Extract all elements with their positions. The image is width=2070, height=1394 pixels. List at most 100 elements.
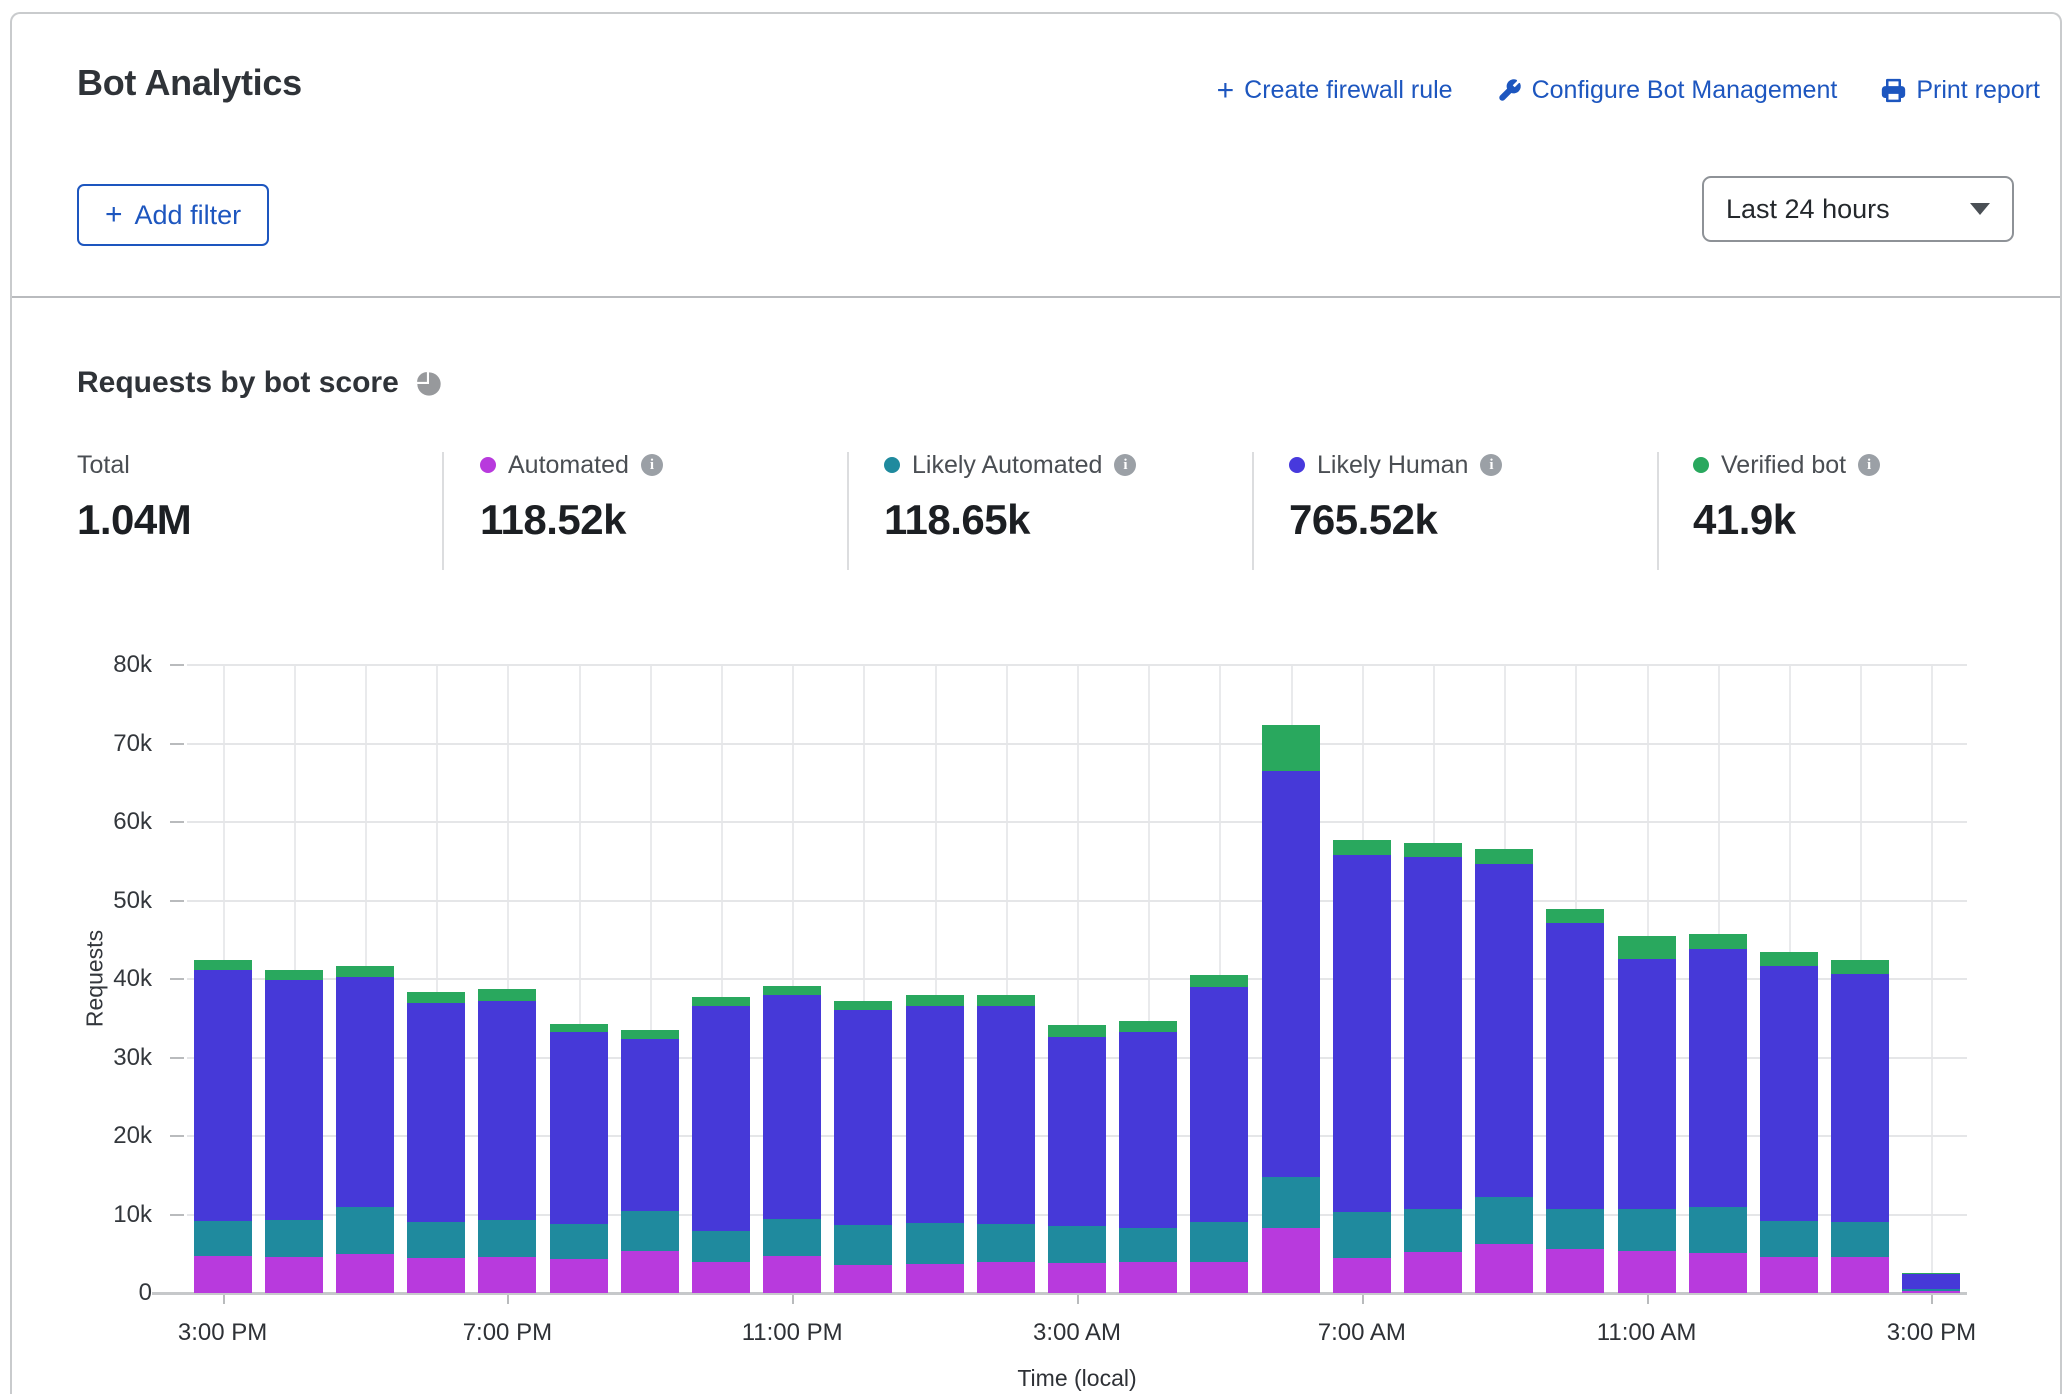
bar-segment-likely-human-8-00-am-17[interactable] [1404,857,1462,1209]
bar-segment-likely-human-6-00-pm-3[interactable] [407,1003,465,1222]
bar-segment-likely-automated-6-00-am-15[interactable] [1262,1177,1320,1228]
bar-segment-likely-automated-5-00-pm-2[interactable] [336,1207,394,1254]
bar-segment-likely-automated-3-00-am-12[interactable] [1048,1226,1106,1263]
bar-segment-likely-human-11-00-pm-8[interactable] [763,995,821,1220]
bar-segment-automated-11-00-pm-8[interactable] [763,1256,821,1293]
bar-segment-likely-human-11-00-am-20[interactable] [1618,959,1676,1209]
bar-segment-automated-7-00-am-16[interactable] [1333,1258,1391,1293]
bar-segment-verified-bot-6-00-am-15[interactable] [1262,725,1320,771]
bar-segment-automated-10-00-pm-7[interactable] [692,1262,750,1293]
bar-segment-verified-bot-12-00-pm-21[interactable] [1689,934,1747,949]
bar-segment-likely-automated-1-00-pm-22[interactable] [1760,1221,1818,1257]
bar-segment-verified-bot-9-00-am-18[interactable] [1475,849,1533,863]
bar-segment-automated-1-00-am-10[interactable] [906,1264,964,1293]
bar-segment-likely-automated-10-00-am-19[interactable] [1546,1209,1604,1249]
bar-segment-automated-2-00-am-11[interactable] [977,1262,1035,1293]
bar-segment-automated-8-00-pm-5[interactable] [550,1259,608,1293]
bar-segment-automated-6-00-am-15[interactable] [1262,1228,1320,1293]
bar-segment-verified-bot-4-00-pm-1[interactable] [265,970,323,980]
bar-segment-automated-7-00-pm-4[interactable] [478,1257,536,1293]
bar-segment-likely-human-1-00-am-10[interactable] [906,1006,964,1223]
bar-segment-verified-bot-2-00-pm-23[interactable] [1831,960,1889,974]
bar-segment-likely-human-12-00-pm-21[interactable] [1689,949,1747,1206]
bar-segment-verified-bot-8-00-am-17[interactable] [1404,843,1462,856]
bar-segment-verified-bot-6-00-pm-3[interactable] [407,992,465,1004]
bar-segment-likely-automated-3-00-pm-24[interactable] [1902,1289,1960,1291]
bar-segment-verified-bot-10-00-am-19[interactable] [1546,909,1604,923]
bar-segment-likely-automated-6-00-pm-3[interactable] [407,1222,465,1258]
bar-segment-verified-bot-7-00-am-16[interactable] [1333,840,1391,855]
bar-segment-automated-2-00-pm-23[interactable] [1831,1257,1889,1293]
bar-segment-likely-human-2-00-am-11[interactable] [977,1006,1035,1223]
bar-segment-automated-6-00-pm-3[interactable] [407,1258,465,1293]
bar-segment-likely-human-6-00-am-15[interactable] [1262,771,1320,1177]
bar-segment-automated-3-00-pm-24[interactable] [1902,1291,1960,1293]
bar-segment-verified-bot-8-00-pm-5[interactable] [550,1024,608,1033]
bar-segment-automated-3-00-am-12[interactable] [1048,1263,1106,1293]
bar-segment-likely-automated-10-00-pm-7[interactable] [692,1231,750,1262]
bar-segment-likely-automated-9-00-am-18[interactable] [1475,1197,1533,1243]
bar-segment-likely-automated-1-00-am-10[interactable] [906,1223,964,1264]
bar-segment-likely-human-3-00-pm-0[interactable] [194,970,252,1220]
bar-segment-likely-automated-4-00-pm-1[interactable] [265,1220,323,1257]
bar-segment-verified-bot-5-00-am-14[interactable] [1190,975,1248,987]
bar-segment-likely-human-10-00-am-19[interactable] [1546,923,1604,1209]
bar-segment-likely-human-5-00-pm-2[interactable] [336,977,394,1206]
bar-segment-verified-bot-7-00-pm-4[interactable] [478,989,536,1001]
bar-segment-automated-10-00-am-19[interactable] [1546,1249,1604,1293]
bar-segment-likely-automated-3-00-pm-0[interactable] [194,1221,252,1256]
bar-segment-verified-bot-11-00-am-20[interactable] [1618,936,1676,959]
bar-segment-automated-12-00-pm-21[interactable] [1689,1253,1747,1293]
bar-segment-likely-human-7-00-am-16[interactable] [1333,855,1391,1212]
bar-segment-verified-bot-11-00-pm-8[interactable] [763,986,821,995]
bar-segment-likely-automated-11-00-pm-8[interactable] [763,1219,821,1256]
bar-segment-likely-human-7-00-pm-4[interactable] [478,1001,536,1220]
bar-segment-likely-human-10-00-pm-7[interactable] [692,1006,750,1231]
bar-segment-verified-bot-1-00-pm-22[interactable] [1760,952,1818,966]
bar-segment-likely-human-3-00-pm-24[interactable] [1902,1274,1960,1289]
bar-segment-verified-bot-3-00-pm-0[interactable] [194,960,252,970]
bar-segment-likely-human-9-00-pm-6[interactable] [621,1039,679,1211]
bar-segment-automated-8-00-am-17[interactable] [1404,1252,1462,1293]
bar-segment-verified-bot-5-00-pm-2[interactable] [336,966,394,978]
bar-segment-likely-automated-4-00-am-13[interactable] [1119,1228,1177,1263]
bar-segment-verified-bot-2-00-am-11[interactable] [977,995,1035,1006]
bar-segment-automated-5-00-pm-2[interactable] [336,1254,394,1293]
bar-segment-automated-5-00-am-14[interactable] [1190,1262,1248,1293]
bar-segment-likely-automated-8-00-am-17[interactable] [1404,1209,1462,1252]
bar-segment-likely-human-1-00-pm-22[interactable] [1760,966,1818,1220]
bar-segment-likely-automated-11-00-am-20[interactable] [1618,1209,1676,1251]
bar-segment-verified-bot-12-00-am-9[interactable] [834,1001,892,1010]
bar-segment-likely-human-4-00-am-13[interactable] [1119,1032,1177,1227]
bar-segment-likely-human-4-00-pm-1[interactable] [265,980,323,1220]
bar-segment-automated-4-00-am-13[interactable] [1119,1262,1177,1293]
bar-segment-automated-12-00-am-9[interactable] [834,1265,892,1293]
bar-segment-automated-9-00-pm-6[interactable] [621,1251,679,1293]
bar-segment-verified-bot-4-00-am-13[interactable] [1119,1021,1177,1033]
bar-segment-likely-human-8-00-pm-5[interactable] [550,1032,608,1224]
bar-segment-likely-automated-5-00-am-14[interactable] [1190,1222,1248,1261]
bar-segment-likely-automated-7-00-pm-4[interactable] [478,1220,536,1257]
bar-segment-likely-automated-7-00-am-16[interactable] [1333,1212,1391,1258]
bar-segment-likely-automated-2-00-pm-23[interactable] [1831,1222,1889,1257]
bar-segment-likely-automated-12-00-pm-21[interactable] [1689,1207,1747,1253]
bar-segment-likely-human-9-00-am-18[interactable] [1475,864,1533,1198]
bar-segment-likely-automated-8-00-pm-5[interactable] [550,1224,608,1259]
bar-segment-likely-human-2-00-pm-23[interactable] [1831,974,1889,1222]
bar-segment-likely-human-5-00-am-14[interactable] [1190,987,1248,1223]
bar-segment-verified-bot-3-00-pm-24[interactable] [1902,1273,1960,1274]
bar-segment-verified-bot-3-00-am-12[interactable] [1048,1025,1106,1038]
bar-segment-likely-automated-9-00-pm-6[interactable] [621,1211,679,1252]
bar-segment-automated-3-00-pm-0[interactable] [194,1256,252,1293]
bar-segment-verified-bot-9-00-pm-6[interactable] [621,1030,679,1039]
bar-segment-likely-automated-2-00-am-11[interactable] [977,1224,1035,1262]
bar-segment-verified-bot-1-00-am-10[interactable] [906,995,964,1005]
bar-segment-automated-11-00-am-20[interactable] [1618,1251,1676,1293]
bar-segment-verified-bot-10-00-pm-7[interactable] [692,997,750,1006]
bar-segment-automated-9-00-am-18[interactable] [1475,1244,1533,1293]
bar-segment-automated-1-00-pm-22[interactable] [1760,1257,1818,1293]
bar-segment-likely-human-12-00-am-9[interactable] [834,1010,892,1225]
bar-segment-likely-human-3-00-am-12[interactable] [1048,1037,1106,1226]
bar-segment-automated-4-00-pm-1[interactable] [265,1257,323,1293]
bar-segment-likely-automated-12-00-am-9[interactable] [834,1225,892,1264]
